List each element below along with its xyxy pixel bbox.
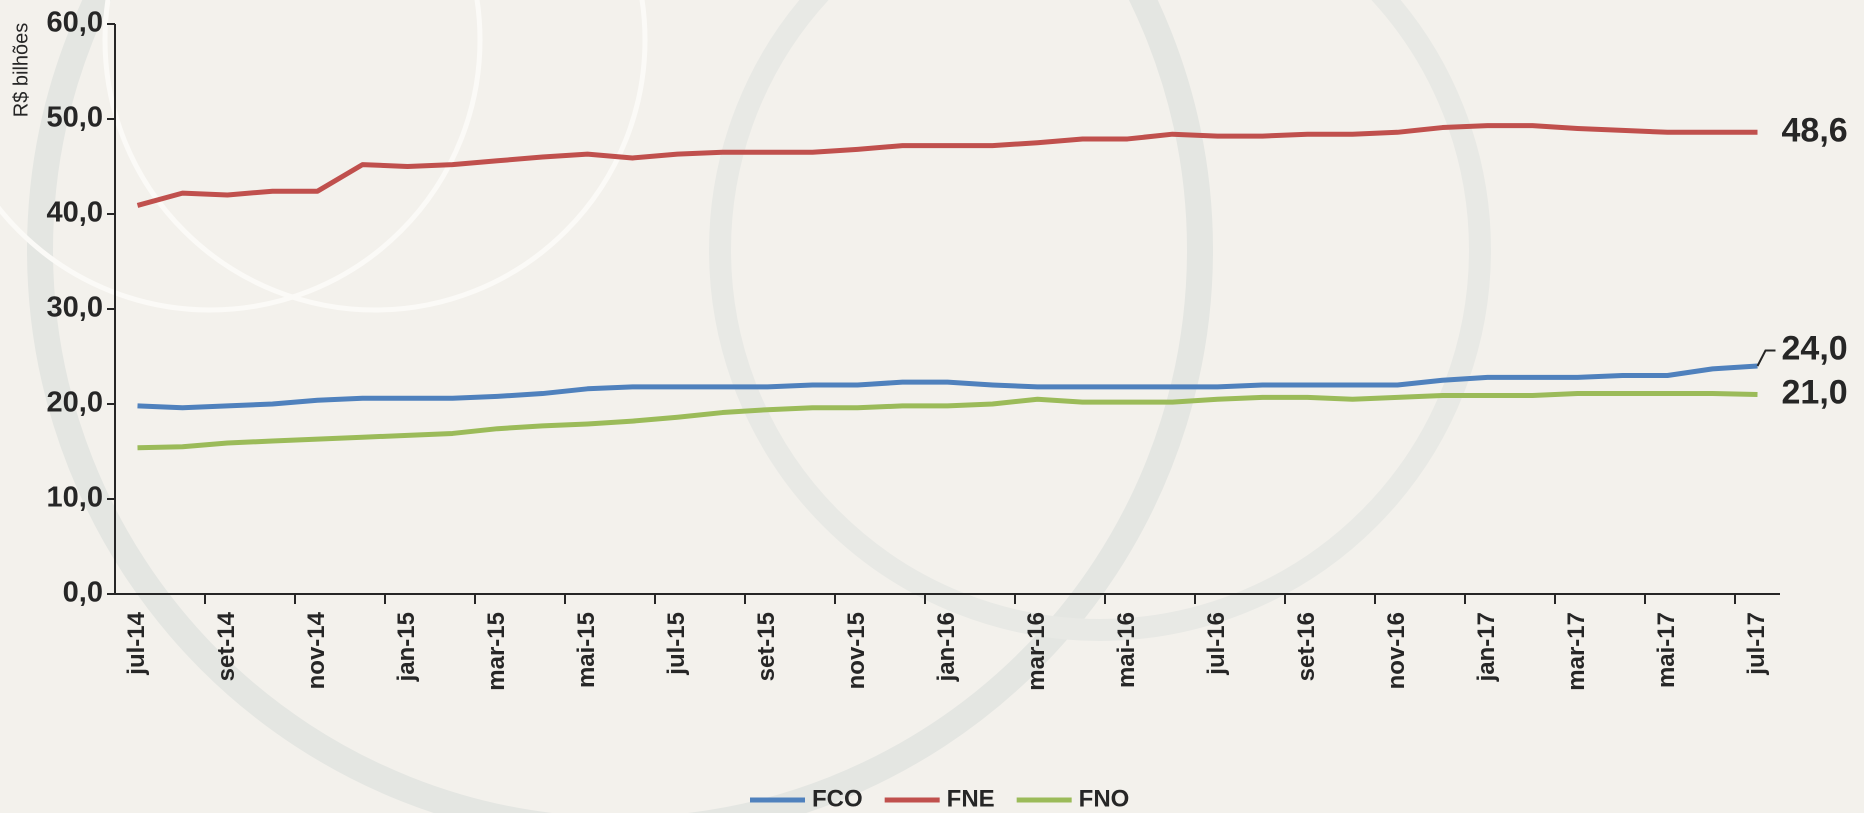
data-label: 21,0 (1782, 373, 1848, 411)
series-line (136, 123, 1758, 208)
x-tick-label: nov-16 (1383, 612, 1410, 689)
x-tick-label: mai-15 (573, 612, 600, 688)
y-tick-label: 10,0 (47, 482, 103, 514)
x-tick-label: jan-15 (393, 612, 420, 682)
y-tick-label: 30,0 (47, 292, 103, 324)
x-tick-label: set-16 (1293, 612, 1320, 681)
x-tick-label: mai-17 (1653, 612, 1680, 688)
legend-label: FNO (1079, 785, 1130, 812)
y-tick-label: 40,0 (47, 197, 103, 229)
y-axis-label: R$ bilhões (10, 23, 32, 118)
x-tick-label: nov-14 (303, 611, 330, 689)
x-tick-label: jan-16 (933, 612, 960, 682)
x-tick-label: set-14 (213, 611, 240, 681)
y-tick-label: 60,0 (47, 7, 103, 39)
y-tick-label: 50,0 (47, 102, 103, 134)
data-label: 48,6 (1782, 111, 1848, 149)
background-decoration (0, 0, 1491, 813)
x-tick-label: jan-17 (1473, 612, 1500, 682)
x-tick-label: jul-16 (1203, 612, 1230, 676)
x-tick-label: mai-16 (1113, 612, 1140, 688)
x-tick-label: jul-15 (663, 612, 690, 676)
x-tick-label: mar-16 (1023, 612, 1050, 691)
label-leader (1756, 349, 1776, 367)
data-label: 24,0 (1782, 329, 1848, 367)
x-tick-label: jul-17 (1743, 612, 1770, 676)
x-tick-label: mar-15 (483, 612, 510, 691)
x-tick-label: mar-17 (1563, 612, 1590, 691)
series-line (137, 391, 1758, 451)
x-tick-label: set-15 (753, 612, 780, 681)
x-tick-label: jul-14 (123, 611, 150, 675)
x-tick-label: nov-15 (843, 612, 870, 689)
y-tick-label: 0,0 (63, 577, 103, 609)
legend-label: FCO (812, 785, 863, 812)
y-tick-label: 20,0 (47, 387, 103, 419)
legend-label: FNE (947, 785, 995, 812)
series-line (137, 363, 1758, 411)
